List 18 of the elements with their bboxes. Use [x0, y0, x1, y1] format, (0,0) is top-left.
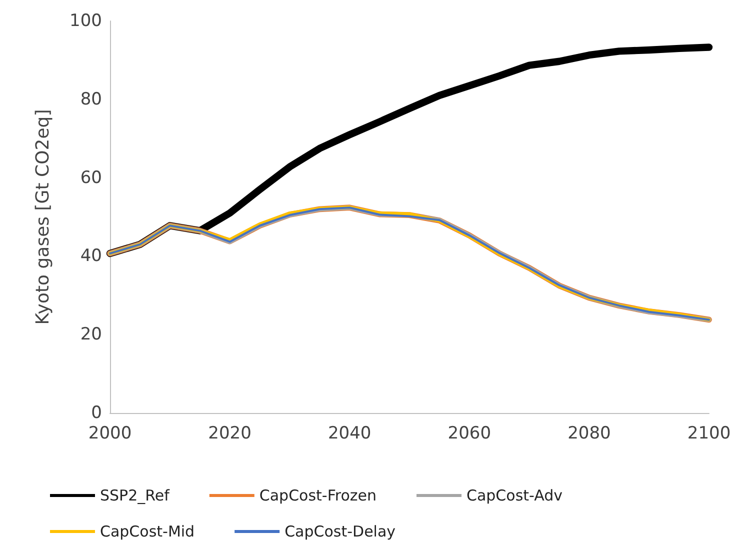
y-tick-label: 40	[80, 246, 102, 266]
legend-label: CapCost-Delay	[284, 522, 396, 540]
x-tick-label: 2080	[568, 424, 611, 444]
legend-label: CapCost-Adv	[466, 486, 563, 504]
y-tick-label: 60	[80, 168, 102, 188]
legend-label: CapCost-Frozen	[259, 486, 376, 504]
y-tick-label: 20	[80, 324, 102, 345]
legend-label: CapCost-Mid	[100, 522, 195, 540]
y-tick-label: 100	[70, 11, 102, 31]
x-tick-label: 2000	[88, 424, 132, 444]
legend-label: SSP2_Ref	[100, 486, 170, 504]
y-tick-label: 80	[80, 89, 102, 110]
y-tick-label: 0	[91, 403, 102, 423]
x-tick-label: 2100	[687, 424, 731, 444]
x-tick-label: 2060	[448, 424, 492, 444]
x-tick-label: 2040	[328, 424, 372, 444]
y-axis-title: Kyoto gases [Gt CO2eq]	[32, 109, 54, 325]
x-tick-label: 2020	[208, 424, 252, 444]
